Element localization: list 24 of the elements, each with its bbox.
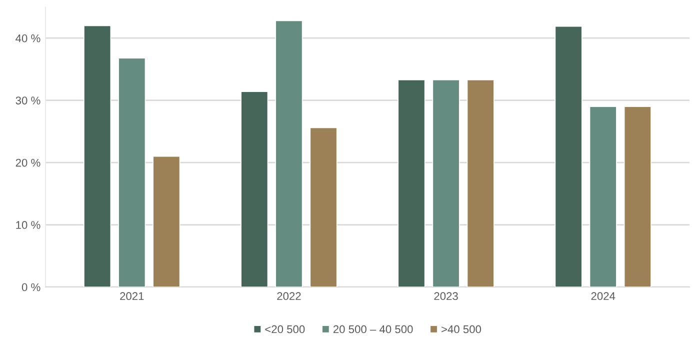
- x-tick-label: 2021: [120, 292, 144, 300]
- bar: [589, 106, 617, 287]
- x-tick-label: 2022: [277, 292, 301, 300]
- y-tick-label: 20 %: [16, 158, 40, 167]
- y-tick-label: 40 %: [16, 34, 40, 42]
- bar: [432, 79, 460, 287]
- legend-label: >40 500: [442, 325, 482, 334]
- bar: [152, 156, 180, 287]
- bar: [310, 127, 338, 287]
- y-tick-label: 0 %: [22, 283, 40, 292]
- bar: [240, 91, 268, 287]
- y-tick-label: 30 %: [16, 96, 40, 104]
- bar: [398, 79, 426, 287]
- bar: [466, 79, 494, 287]
- bar: [624, 106, 652, 287]
- y-tick-label: 10 %: [16, 221, 40, 229]
- bar: [84, 25, 112, 287]
- legend-label: 20 500 – 40 500: [333, 325, 413, 334]
- bar: [118, 58, 146, 287]
- x-tick-label: 2024: [591, 292, 616, 300]
- bar: [554, 26, 582, 287]
- bar: [275, 20, 303, 287]
- legend-label: <20 500: [265, 325, 305, 334]
- x-tick-label: 2023: [434, 292, 458, 300]
